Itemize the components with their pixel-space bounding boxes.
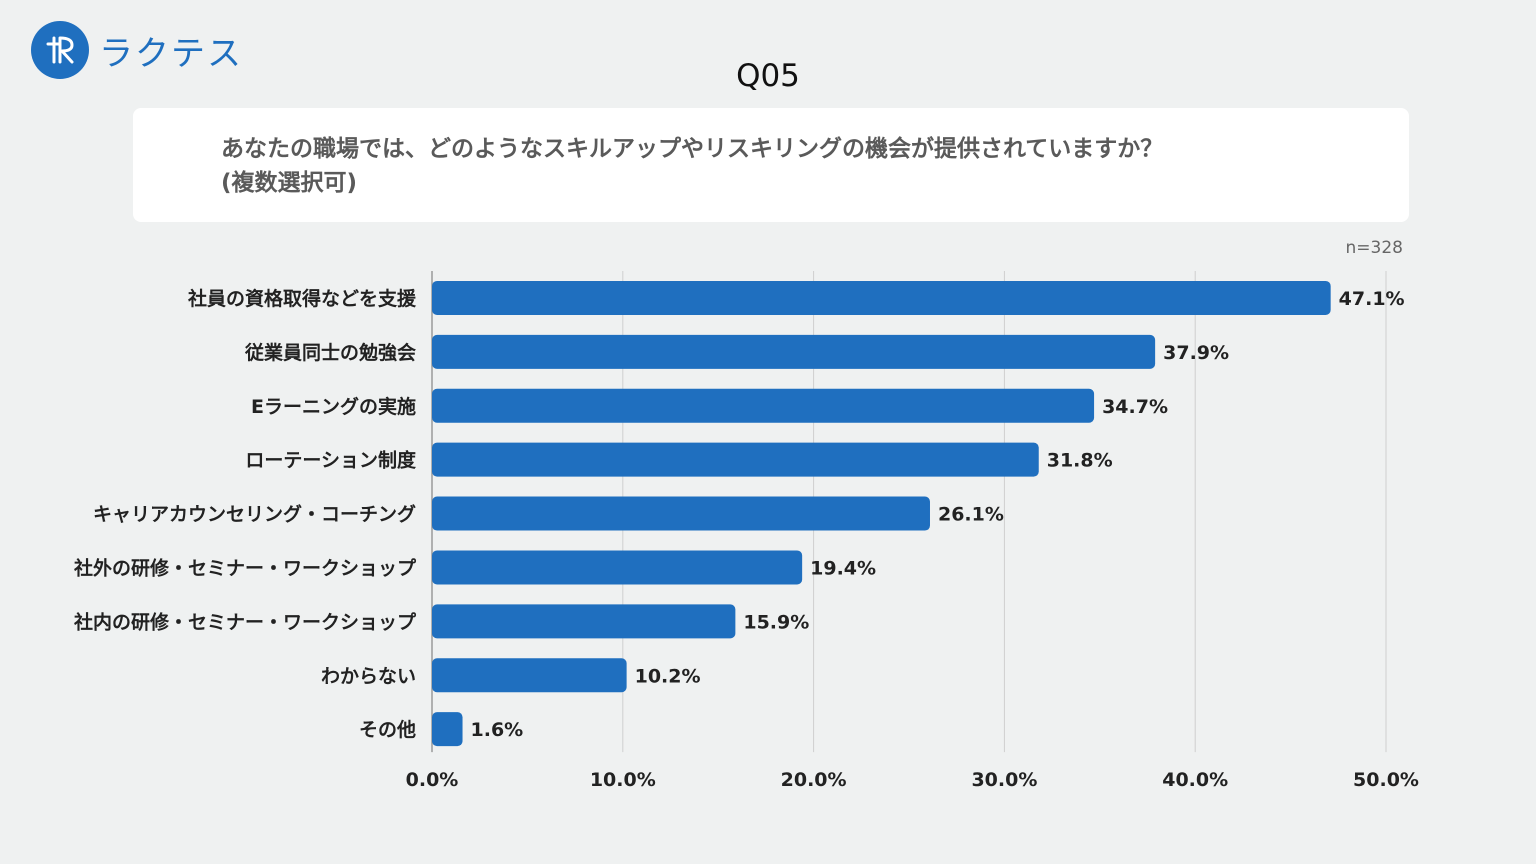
value-label: 34.7%	[1102, 396, 1168, 418]
brand-logo-icon	[31, 21, 89, 79]
category-label: 社内の研修・セミナー・ワークショップ	[73, 610, 417, 633]
bar	[432, 334, 1156, 369]
category-label: キャリアカウンセリング・コーチング	[93, 503, 416, 526]
category-label: わからない	[321, 665, 416, 687]
question-text-line1: あなたの職場では、どのようなスキルアップやリスキリングの機会が提供されていますか…	[221, 136, 1164, 162]
value-label: 15.9%	[743, 611, 809, 633]
question-text: あなたの職場では、どのようなスキルアップやリスキリングの機会が提供されていますか…	[221, 132, 1381, 200]
question-number: Q05	[736, 58, 800, 94]
x-tick-label: 0.0%	[406, 769, 459, 791]
category-label: 従業員同士の勉強会	[244, 341, 416, 364]
value-label: 47.1%	[1339, 288, 1405, 310]
sample-size-label: n=328	[1345, 238, 1403, 258]
bar	[432, 550, 803, 585]
bar	[432, 496, 930, 531]
bar	[432, 442, 1039, 477]
category-label: Eラーニングの実施	[251, 395, 416, 418]
category-label: その他	[359, 718, 416, 741]
category-label: ローテーション制度	[245, 449, 417, 472]
bar	[432, 712, 463, 747]
bar	[432, 604, 736, 639]
question-box: あなたの職場では、どのようなスキルアップやリスキリングの機会が提供されていますか…	[133, 108, 1409, 222]
brand-logo: ラクテス	[31, 21, 243, 79]
value-label: 10.2%	[635, 665, 701, 687]
value-label: 37.9%	[1163, 342, 1229, 364]
x-tick-label: 40.0%	[1162, 769, 1228, 791]
category-label: 社外の研修・セミナー・ワークショップ	[73, 556, 417, 579]
x-tick-label: 50.0%	[1353, 769, 1419, 791]
value-label: 26.1%	[938, 504, 1004, 526]
value-label: 1.6%	[471, 719, 524, 741]
category-label: 社員の資格取得などを支援	[187, 287, 417, 310]
bar	[432, 388, 1095, 423]
brand-name: ラクテス	[99, 33, 243, 74]
x-tick-label: 30.0%	[971, 769, 1037, 791]
tr-icon	[46, 36, 74, 64]
value-label: 31.8%	[1047, 450, 1113, 472]
x-tick-label: 20.0%	[781, 769, 847, 791]
question-text-line2: (複数選択可)	[221, 170, 358, 196]
value-label: 19.4%	[810, 557, 876, 579]
bar	[432, 658, 627, 693]
x-tick-label: 10.0%	[590, 769, 656, 791]
bar	[432, 280, 1331, 315]
